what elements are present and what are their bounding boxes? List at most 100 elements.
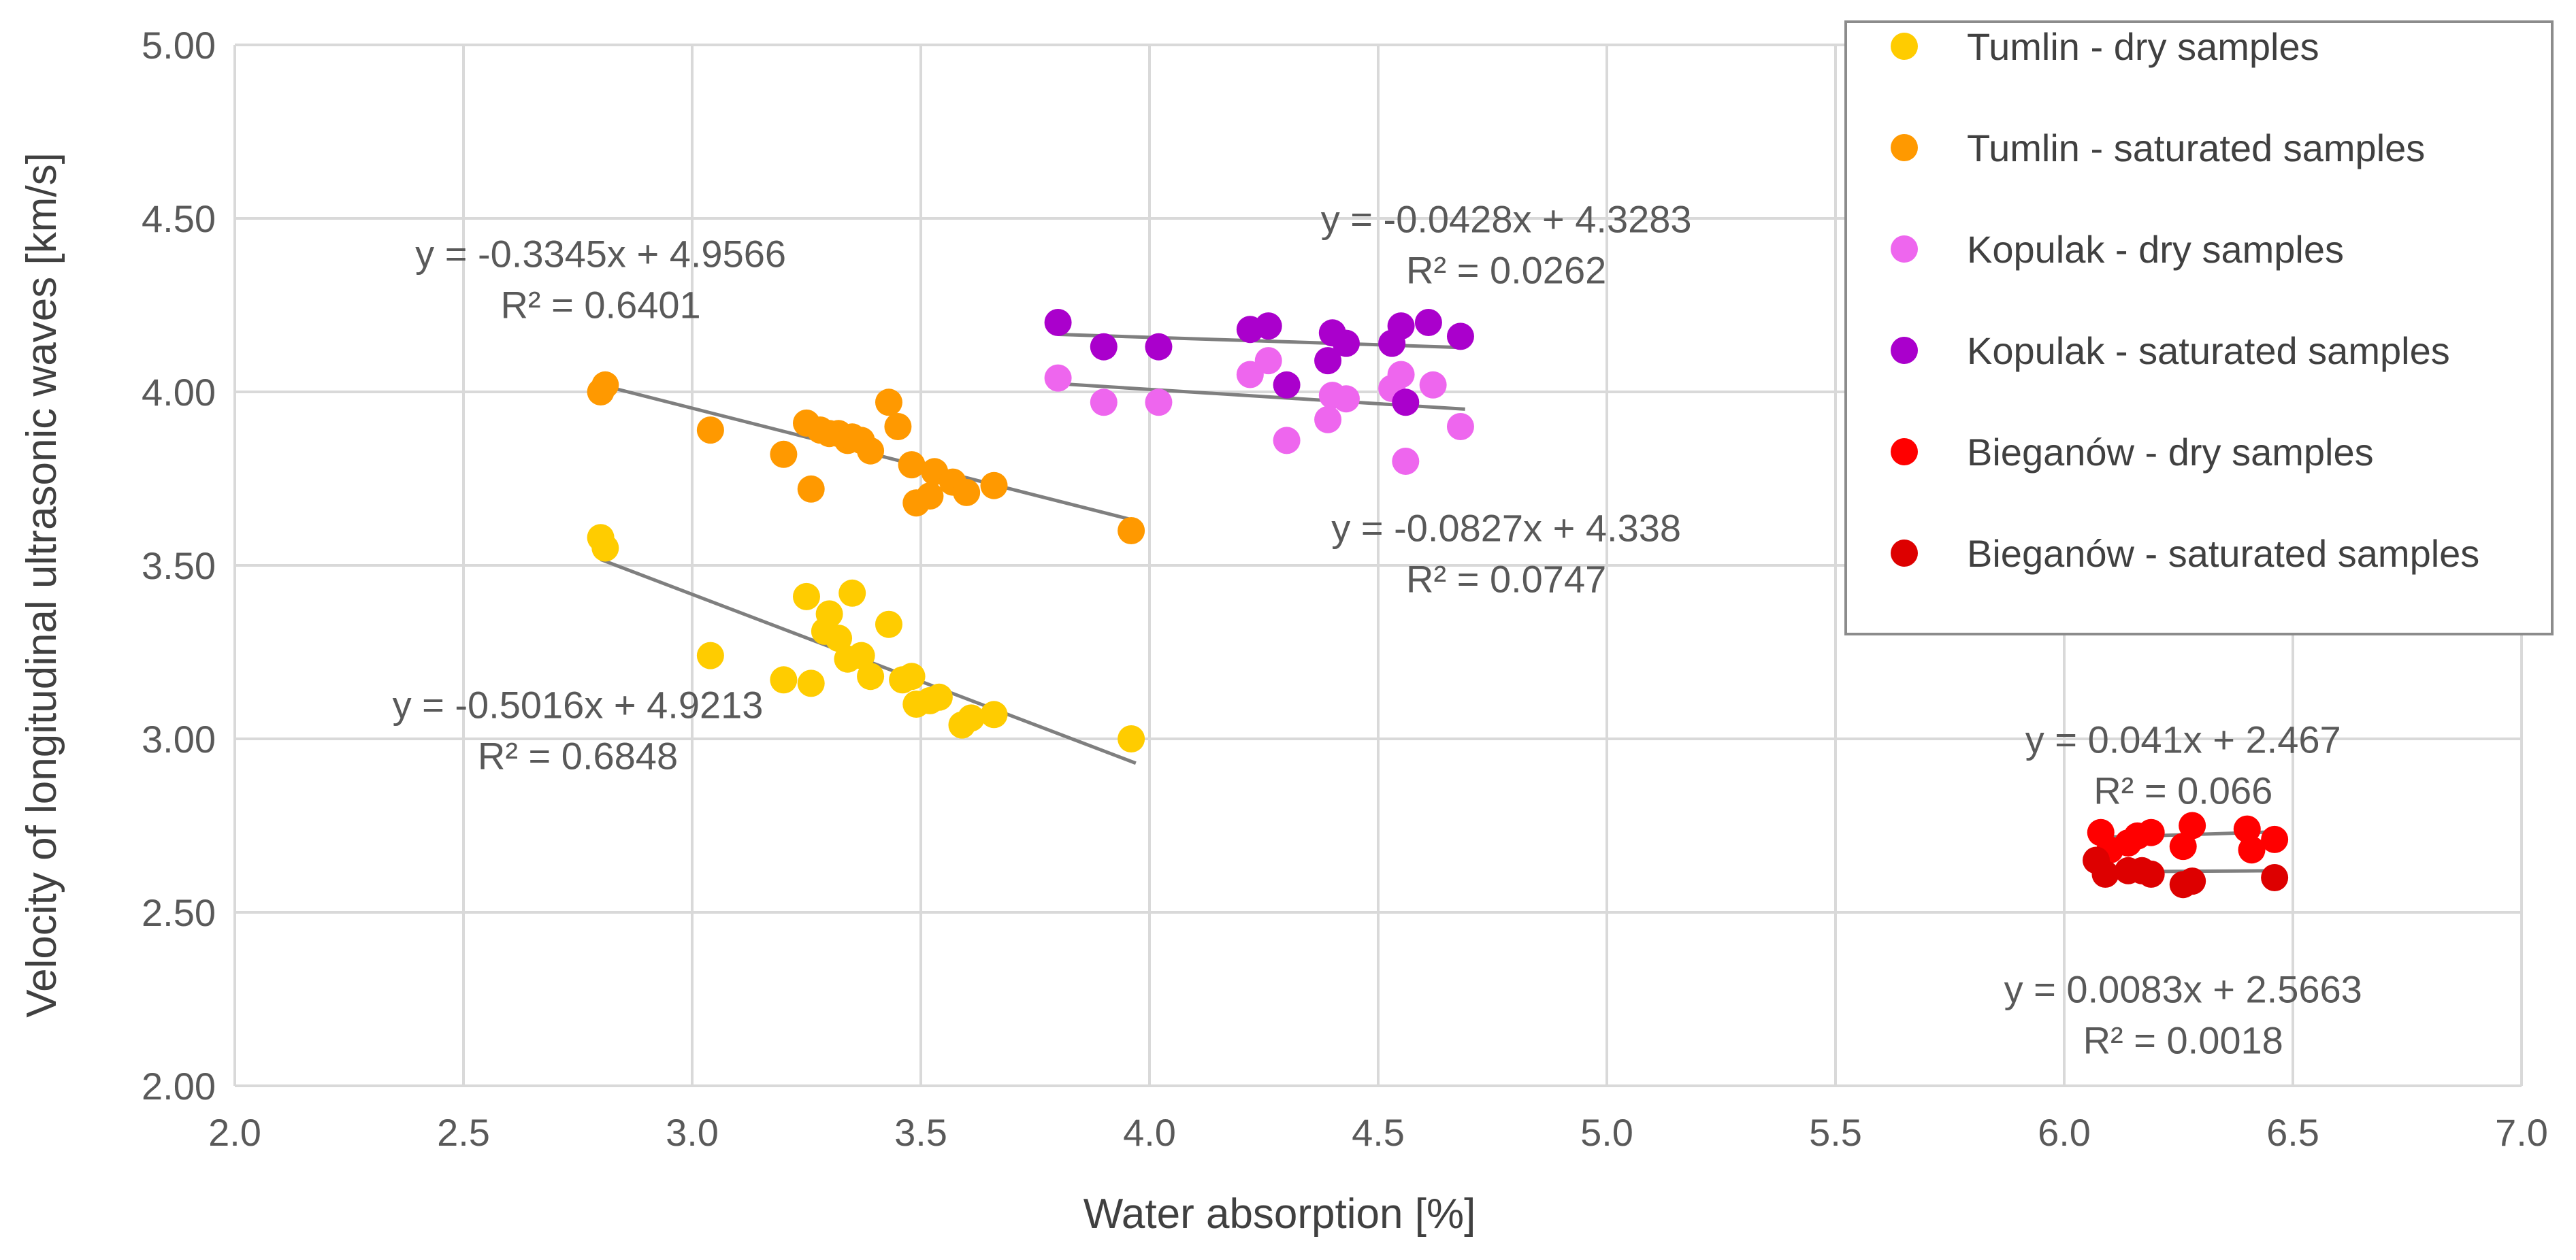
y-axis-title: Velocity of longitudinal ultrasonic wave…	[18, 152, 65, 1018]
legend-entry: Tumlin - dry samples	[1967, 25, 2319, 68]
data-point	[2169, 833, 2197, 861]
data-point	[1254, 312, 1282, 340]
y-tick-label: 2.50	[142, 891, 216, 934]
data-point	[2261, 864, 2289, 891]
data-point	[838, 579, 866, 607]
data-point	[1332, 385, 1360, 413]
legend-box	[1844, 20, 2554, 635]
trendline-equation: y = -0.0428x + 4.3283	[1321, 197, 1692, 240]
data-point	[1332, 329, 1360, 357]
data-point	[1044, 309, 1072, 336]
data-point	[1118, 725, 1145, 752]
data-point	[591, 534, 619, 562]
data-point	[2179, 812, 2206, 840]
data-point	[1392, 388, 1420, 416]
trendline-equation: y = -0.0827x + 4.338	[1331, 506, 1681, 549]
legend-marker	[1891, 134, 1918, 161]
x-tick-label: 4.0	[1123, 1111, 1176, 1154]
x-tick-label: 2.5	[437, 1111, 490, 1154]
legend-entry: Bieganów - saturated samples	[1967, 532, 2479, 575]
data-point	[953, 478, 981, 506]
data-point	[2091, 860, 2119, 888]
data-point	[1273, 371, 1301, 399]
legend-marker	[1891, 438, 1918, 465]
legend-entry: Tumlin - saturated samples	[1967, 127, 2425, 169]
data-point	[1314, 347, 1342, 375]
data-point	[770, 666, 798, 694]
data-point	[857, 437, 885, 465]
data-point	[1145, 333, 1173, 361]
data-point	[847, 642, 875, 669]
x-tick-label: 6.0	[2038, 1111, 2091, 1154]
data-point	[916, 482, 944, 510]
x-tick-label: 6.5	[2266, 1111, 2319, 1154]
trendline-r2: R² = 0.6848	[478, 734, 678, 777]
data-point	[1145, 388, 1173, 416]
legend-entry: Kopulak - dry samples	[1967, 228, 2344, 271]
legend-marker	[1891, 235, 1918, 263]
trendline-r2: R² = 0.066	[2093, 769, 2272, 812]
data-point	[1090, 333, 1118, 361]
data-point	[815, 600, 843, 628]
legend-entry: Bieganów - dry samples	[1967, 431, 2374, 474]
data-point	[980, 471, 1008, 499]
data-points	[587, 309, 2289, 899]
data-point	[980, 701, 1008, 729]
trendline-r2: R² = 0.0018	[2083, 1019, 2283, 1062]
data-point	[1419, 371, 1447, 399]
legend-marker	[1891, 337, 1918, 364]
x-tick-label: 5.0	[1580, 1111, 1633, 1154]
data-point	[2238, 836, 2266, 864]
data-point	[1314, 405, 1342, 433]
data-point	[793, 582, 820, 610]
data-point	[696, 416, 724, 444]
data-point	[1090, 388, 1118, 416]
data-point	[2261, 825, 2289, 853]
x-tick-label: 3.5	[894, 1111, 947, 1154]
data-point	[898, 663, 926, 691]
data-point	[875, 388, 902, 416]
y-tick-label: 5.00	[142, 24, 216, 67]
data-point	[1254, 347, 1282, 375]
data-point	[2233, 815, 2261, 843]
trendline-equations: y = -0.5016x + 4.9213 R² = 0.6848 y = -0.3…	[393, 197, 2362, 1061]
y-tick-label: 4.00	[142, 371, 216, 414]
data-point	[696, 642, 724, 669]
data-point	[925, 683, 953, 711]
data-point	[797, 669, 825, 697]
trendline-equation: y = 0.0083x + 2.5663	[2004, 968, 2362, 1011]
y-tick-label: 3.00	[142, 718, 216, 761]
data-point	[857, 663, 885, 691]
x-tick-label: 2.0	[208, 1111, 261, 1154]
x-axis-ticks: 2.0 2.5 3.0 3.5 4.0 4.5 5.0 5.5 6.0 6.5 7.0	[208, 1111, 2548, 1154]
data-point	[2137, 818, 2165, 846]
data-point	[898, 451, 926, 479]
data-point	[1414, 309, 1442, 336]
data-point	[875, 610, 902, 638]
data-point	[2179, 867, 2206, 895]
y-tick-label: 3.50	[142, 544, 216, 587]
data-point	[1387, 361, 1415, 388]
data-point	[1273, 427, 1301, 454]
legend: Tumlin - dry samples Tumlin - saturated s…	[1844, 20, 2554, 635]
y-tick-label: 2.00	[142, 1065, 216, 1108]
data-point	[1446, 322, 1474, 350]
x-tick-label: 3.0	[666, 1111, 719, 1154]
data-point	[825, 625, 853, 652]
legend-marker	[1891, 540, 1918, 567]
data-point	[1118, 517, 1145, 544]
data-point	[1392, 448, 1420, 475]
trendline-r2: R² = 0.0262	[1406, 248, 1606, 291]
legend-entry: Kopulak - saturated samples	[1967, 329, 2450, 372]
trendline-r2: R² = 0.0747	[1406, 557, 1606, 600]
legend-marker	[1891, 33, 1918, 60]
trendline-equation: y = -0.5016x + 4.9213	[393, 683, 764, 726]
trendline-r2: R² = 0.6401	[500, 283, 700, 326]
data-point	[1387, 312, 1415, 340]
data-point	[591, 371, 619, 399]
data-point	[1446, 413, 1474, 440]
data-point	[957, 704, 985, 732]
data-point	[770, 440, 798, 468]
x-axis-title: Water absorption [%]	[1083, 1191, 1476, 1238]
